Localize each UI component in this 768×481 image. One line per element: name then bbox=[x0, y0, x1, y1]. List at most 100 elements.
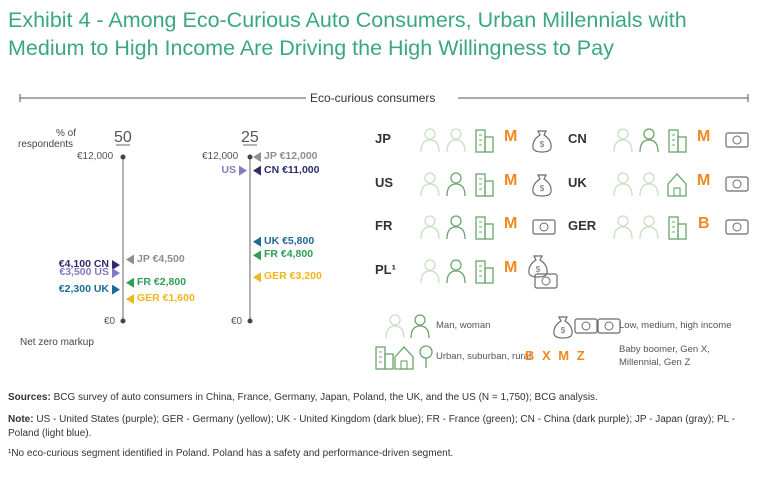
profile-fr-bill-icon bbox=[532, 219, 556, 235]
profile-jp-man-icon bbox=[420, 128, 440, 153]
profile-jp-gen: M bbox=[504, 128, 518, 145]
point-label-25-ger: GER €3,200 bbox=[264, 270, 322, 283]
axis-25-top-dot bbox=[247, 154, 253, 160]
section-label: Eco-curious consumers bbox=[310, 91, 436, 105]
legend-bill-small-icon bbox=[574, 318, 598, 334]
marker-50-uk bbox=[112, 284, 120, 295]
legend-man-icon bbox=[385, 314, 405, 339]
sources-text: BCG survey of auto consumers in China, F… bbox=[53, 392, 598, 403]
profile-jp-woman-icon bbox=[446, 128, 466, 153]
legend-area: Urban, suburban, rural bbox=[436, 351, 532, 362]
marker-50-fr bbox=[126, 277, 134, 288]
profile-fr-gen: M bbox=[504, 215, 518, 232]
svg-text:$: $ bbox=[540, 140, 545, 149]
legend-building-icon bbox=[375, 346, 394, 370]
profile-us-moneybag-icon: $ bbox=[532, 174, 552, 197]
profile-jp-building-icon bbox=[475, 129, 494, 153]
exhibit-title: Exhibit 4 - Among Eco-Curious Auto Consu… bbox=[8, 8, 687, 60]
profile-cn-building-icon bbox=[668, 129, 687, 153]
pct-label-2: respondents bbox=[18, 139, 74, 150]
profile-pl-woman-icon bbox=[446, 259, 466, 284]
profile-us-man-icon bbox=[420, 172, 440, 197]
svg-text:$: $ bbox=[536, 265, 541, 274]
point-label-50-cn: €4,100 CN bbox=[58, 257, 109, 270]
profile-uk-country: UK bbox=[568, 175, 587, 190]
legend-gender: Man, woman bbox=[436, 320, 491, 331]
profile-cn-man-icon bbox=[613, 128, 633, 153]
legend-bill-large-icon bbox=[597, 318, 621, 334]
net-zero-label: Net zero markup bbox=[20, 337, 94, 348]
pct-25: 25 bbox=[241, 129, 259, 146]
point-label-25-us: US bbox=[221, 163, 236, 176]
profile-pl-country: PL¹ bbox=[375, 262, 396, 277]
axis-50-top-dot bbox=[120, 154, 126, 160]
profile-us-building-icon bbox=[475, 173, 494, 197]
profile-pl-gen: M bbox=[504, 259, 518, 276]
marker-50-us bbox=[112, 268, 120, 279]
point-label-25-jp: JP €12,000 bbox=[264, 150, 318, 162]
svg-text:$: $ bbox=[540, 184, 545, 193]
point-label-25-cn: CN €11,000 bbox=[264, 163, 320, 176]
profile-fr-building-icon bbox=[475, 216, 494, 240]
svg-text:$: $ bbox=[561, 326, 566, 335]
marker-25-uk bbox=[253, 236, 261, 247]
footnote-1: ¹No eco-curious segment identified in Po… bbox=[8, 448, 454, 459]
profile-ger-building-icon bbox=[668, 216, 687, 240]
point-label-25-fr: FR €4,800 bbox=[264, 248, 314, 261]
point-label-50-jp: JP €4,500 bbox=[137, 252, 185, 265]
note-label: Note: bbox=[8, 414, 34, 425]
profile-fr-man-icon bbox=[420, 215, 440, 240]
marker-50-ger bbox=[126, 294, 134, 305]
profile-uk-gen: M bbox=[697, 172, 711, 189]
profile-cn-gen: M bbox=[697, 128, 711, 145]
profile-fr-country: FR bbox=[375, 218, 393, 233]
profile-us-country: US bbox=[375, 175, 394, 190]
profile-us-woman-icon bbox=[446, 172, 466, 197]
legend-tree-icon bbox=[419, 345, 433, 368]
profile-cn-woman-icon bbox=[639, 128, 659, 153]
marker-50-jp bbox=[126, 254, 134, 265]
pct-50: 50 bbox=[114, 129, 132, 146]
sources-label: Sources: bbox=[8, 392, 51, 403]
point-label-50-fr: FR €2,800 bbox=[137, 275, 187, 288]
marker-25-jp bbox=[253, 152, 261, 162]
bottom-label-right: €0 bbox=[231, 316, 243, 327]
profile-jp-moneybag-icon: $ bbox=[532, 130, 552, 153]
profile-ger-woman-icon bbox=[639, 215, 659, 240]
point-label-50-us: €3,500 US bbox=[59, 266, 109, 279]
legend-woman-icon bbox=[410, 314, 430, 339]
profile-uk-man-icon bbox=[613, 172, 633, 197]
profile-ger-man-icon bbox=[613, 215, 633, 240]
profile-uk-bill-icon bbox=[725, 176, 749, 192]
legend-moneybag-icon: $ bbox=[553, 316, 573, 339]
point-label-50-ger: GER €1,600 bbox=[137, 292, 195, 305]
axis-50-bottom-dot bbox=[120, 318, 126, 324]
legend-house-icon bbox=[394, 346, 414, 370]
legend-income: Low, medium, high income bbox=[619, 320, 732, 331]
profile-us-gen: M bbox=[504, 172, 518, 189]
sources-footnote: Sources: BCG survey of auto consumers in… bbox=[8, 391, 760, 405]
legend-gen-2: Millennial, Gen Z bbox=[619, 357, 691, 368]
profile-pl-man-icon bbox=[420, 259, 440, 284]
profile-cn-bill-icon bbox=[725, 132, 749, 148]
profile-pl-building-icon bbox=[475, 260, 494, 284]
profile-pl-bill-icon bbox=[534, 273, 558, 289]
profile-fr-woman-icon bbox=[446, 215, 466, 240]
top-label-left: €12,000 bbox=[77, 151, 114, 162]
marker-25-cn bbox=[253, 165, 261, 176]
top-label-right: €12,000 bbox=[202, 151, 239, 162]
marker-25-fr bbox=[253, 250, 261, 261]
point-label-50-uk: €2,300 UK bbox=[58, 282, 109, 295]
marker-50-cn bbox=[112, 259, 120, 270]
marker-25-us bbox=[239, 165, 247, 176]
profile-uk-house-icon bbox=[667, 173, 687, 197]
profile-cn-country: CN bbox=[568, 131, 587, 146]
profile-ger-gen: B bbox=[698, 215, 710, 232]
profile-ger-country: GER bbox=[568, 218, 597, 233]
bottom-label-left: €0 bbox=[104, 316, 116, 327]
note-text: US - United States (purple); GER - Germa… bbox=[8, 414, 735, 439]
legend-gen-letters: B X M Z bbox=[525, 348, 587, 363]
note-footnote: Note: US - United States (purple); GER -… bbox=[8, 413, 760, 441]
point-label-25-uk: UK €5,800 bbox=[264, 234, 315, 247]
